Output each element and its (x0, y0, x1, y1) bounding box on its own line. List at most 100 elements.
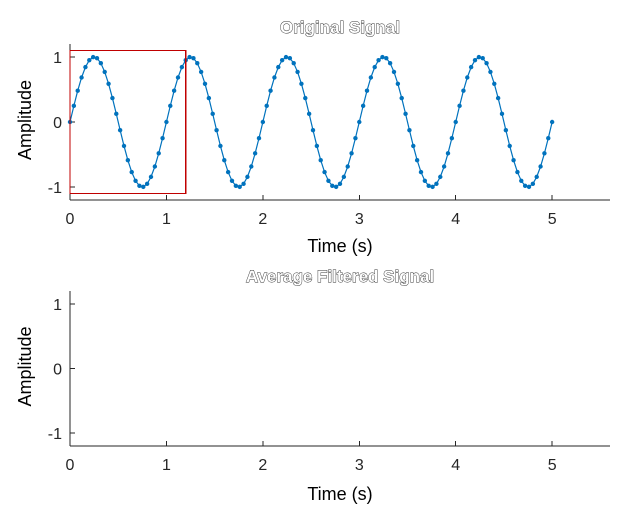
data-point (256, 135, 262, 141)
x-tick-label: 5 (548, 211, 557, 228)
data-point (156, 151, 161, 156)
x-tick-label: 5 (548, 457, 557, 474)
chart-title: Average Filtered Signal (246, 267, 434, 286)
data-point (391, 69, 397, 75)
data-point (229, 178, 235, 184)
x-tick-label: 1 (162, 457, 171, 474)
data-point (198, 69, 204, 75)
x-tick-label: 3 (355, 457, 364, 474)
data-point (306, 111, 312, 117)
data-point (237, 184, 242, 190)
data-point (330, 183, 335, 189)
data-point (218, 143, 223, 149)
data-point (465, 75, 470, 80)
data-point (441, 164, 447, 169)
data-point (129, 169, 134, 175)
data-point (187, 54, 192, 60)
data-point (522, 183, 528, 189)
x-tick-label: 4 (451, 211, 460, 228)
y-axis-label: Amplitude (15, 326, 35, 406)
data-point (546, 135, 551, 141)
data-point (511, 158, 516, 163)
data-point (492, 81, 497, 86)
data-point (137, 183, 142, 189)
data-point (380, 54, 385, 60)
data-point (426, 183, 431, 189)
x-tick-label: 1 (162, 211, 171, 228)
data-point (422, 178, 428, 184)
data-point (179, 64, 185, 70)
data-point (283, 54, 289, 60)
data-point (476, 54, 482, 60)
data-point (133, 178, 138, 184)
data-point (445, 151, 451, 156)
x-axis-label: Time (s) (307, 484, 372, 504)
data-point (341, 174, 347, 180)
data-point (75, 88, 80, 93)
data-point (160, 135, 165, 141)
data-point (225, 169, 231, 175)
data-point (453, 119, 458, 125)
data-point (148, 174, 154, 180)
data-point (349, 151, 354, 156)
data-point (353, 135, 358, 141)
data-point (245, 174, 250, 180)
data-point (195, 60, 200, 66)
data-point (387, 60, 393, 66)
data-point (110, 95, 115, 101)
data-point (495, 95, 501, 101)
data-point (295, 69, 300, 75)
x-tick-label: 0 (66, 211, 75, 228)
data-point (549, 119, 555, 125)
data-point (499, 111, 505, 117)
data-point (519, 178, 524, 184)
data-point (175, 75, 181, 80)
data-point (279, 57, 285, 63)
data-point (141, 184, 146, 190)
chart-title: Original Signal (280, 18, 400, 37)
data-point (503, 127, 509, 133)
data-point (368, 75, 374, 80)
data-point (376, 57, 381, 63)
data-point (414, 158, 420, 163)
y-tick-label: 1 (53, 297, 62, 314)
data-point (117, 127, 123, 133)
data-point (152, 164, 158, 169)
data-point (171, 88, 177, 93)
selection-rectangle (69, 49, 187, 195)
y-tick-label: 0 (53, 362, 62, 379)
data-point (272, 75, 277, 80)
data-point (79, 75, 84, 80)
data-point (310, 127, 316, 133)
y-tick-label: -1 (48, 426, 62, 443)
data-point (90, 54, 96, 60)
data-point (538, 164, 543, 169)
data-point (480, 55, 485, 61)
y-tick-label: -1 (48, 180, 62, 197)
data-point (438, 174, 443, 180)
x-tick-label: 2 (258, 457, 267, 474)
data-point (507, 143, 512, 149)
data-point (472, 57, 478, 63)
data-point (488, 69, 493, 75)
data-point (241, 181, 246, 187)
data-point (418, 169, 424, 175)
data-point (322, 169, 327, 175)
data-point (287, 55, 293, 61)
x-tick-label: 2 (258, 211, 267, 228)
data-point (264, 103, 269, 109)
data-point (144, 181, 150, 187)
data-point (191, 55, 196, 61)
x-axis-label: Time (s) (307, 236, 372, 256)
data-point (114, 111, 119, 117)
data-point (345, 164, 350, 169)
data-point (530, 181, 536, 187)
data-point (484, 60, 489, 66)
x-tick-label: 0 (66, 457, 75, 474)
data-point (403, 111, 408, 117)
data-point (434, 181, 439, 187)
data-point (125, 158, 131, 163)
y-tick-label: 1 (53, 50, 62, 67)
data-point (252, 151, 258, 156)
data-point (395, 81, 401, 86)
